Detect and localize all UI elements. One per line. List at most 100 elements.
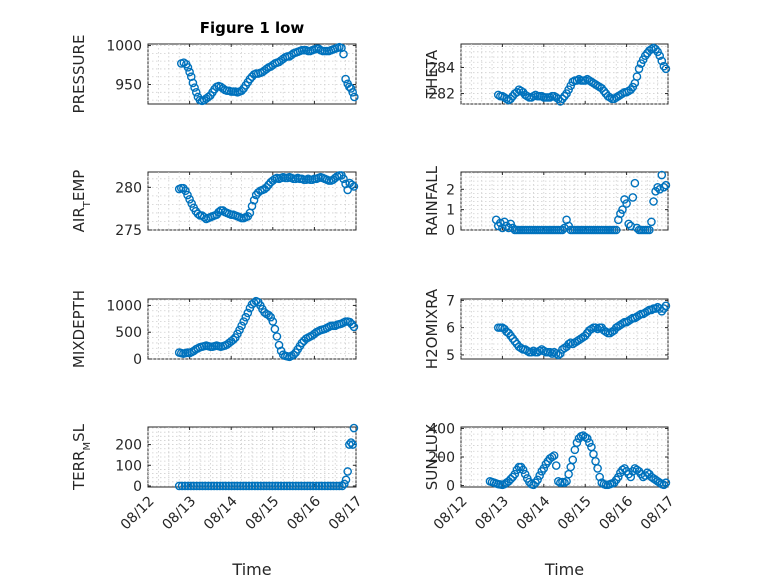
- data-point: [539, 464, 549, 473]
- data-point: [614, 472, 623, 482]
- data-point: [582, 434, 592, 443]
- data-point: [241, 312, 251, 322]
- y-tick-label: 1000: [106, 39, 142, 55]
- data-point: [199, 212, 209, 222]
- data-series: [493, 301, 671, 360]
- data-point: [266, 312, 276, 322]
- y-tick-label: 400: [428, 421, 455, 437]
- y-axis-label-main: PRESSURE: [70, 35, 88, 114]
- data-point: [215, 481, 225, 491]
- data-point: [645, 225, 654, 235]
- data-point: [601, 327, 611, 337]
- data-point: [518, 465, 528, 475]
- y-axis-label-main: AIR: [70, 207, 88, 232]
- data-point: [270, 324, 280, 334]
- y-tick-label: 2: [446, 182, 455, 198]
- data-point: [237, 321, 246, 331]
- data-point: [343, 467, 352, 476]
- data-point: [291, 481, 300, 491]
- data-point: [661, 301, 671, 311]
- data-point: [233, 481, 242, 491]
- y-axis-label: AIRTEMP: [70, 170, 93, 233]
- data-point: [236, 481, 245, 491]
- y-axis-label-subscript: F: [435, 452, 446, 458]
- data-point: [506, 474, 515, 484]
- data-point: [185, 194, 194, 204]
- data-point: [345, 317, 355, 327]
- data-point: [320, 481, 330, 491]
- data-point: [348, 440, 357, 449]
- data-point: [183, 190, 192, 200]
- y-tick-label: 6: [446, 321, 455, 337]
- data-point: [300, 481, 309, 491]
- data-point: [345, 440, 354, 449]
- data-point: [259, 481, 268, 491]
- y-axis-label-main: THETA: [423, 49, 441, 99]
- data-point: [183, 63, 193, 72]
- data-point: [279, 481, 289, 491]
- data-point: [655, 478, 665, 488]
- data-point: [651, 44, 660, 54]
- data-series: [493, 43, 671, 106]
- data-point: [591, 323, 600, 332]
- data-point: [262, 64, 271, 74]
- data-point: [551, 349, 561, 358]
- data-point: [201, 481, 210, 491]
- data-point: [183, 481, 193, 491]
- data-point: [174, 481, 184, 491]
- data-point: [593, 464, 602, 473]
- data-point: [564, 339, 573, 349]
- data-point: [285, 481, 295, 491]
- subplot-rainfall: 0 1 2 RAINFALL: [423, 165, 671, 239]
- data-point: [350, 92, 359, 102]
- data-point: [177, 481, 187, 491]
- data-point: [653, 182, 662, 192]
- data-point: [264, 310, 273, 320]
- y-axis-label: THETA: [423, 49, 441, 99]
- data-point: [587, 324, 596, 334]
- y-axis-label-subscript: T: [82, 200, 93, 208]
- y-axis-label: SUNFLUX: [423, 424, 446, 490]
- data-point: [214, 207, 224, 217]
- data-point: [204, 481, 213, 491]
- y-tick-label: 200: [115, 438, 142, 454]
- data-point: [640, 51, 650, 61]
- data-point: [657, 170, 667, 180]
- y-tick-label: 282: [428, 87, 455, 103]
- data-point: [209, 481, 219, 491]
- data-point: [611, 225, 621, 235]
- data-point: [273, 481, 283, 491]
- data-point: [192, 481, 201, 491]
- data-point: [332, 481, 341, 491]
- data-point: [616, 209, 625, 219]
- data-point: [297, 481, 306, 491]
- y-tick-label: 0: [133, 479, 142, 495]
- data-point: [545, 347, 555, 357]
- data-point: [661, 180, 671, 190]
- data-point: [212, 481, 222, 491]
- data-point: [626, 85, 636, 94]
- data-point: [572, 438, 582, 448]
- data-point: [620, 195, 629, 204]
- data-point: [239, 317, 248, 326]
- data-point: [256, 481, 266, 491]
- data-point: [272, 332, 282, 341]
- data-point: [228, 335, 238, 345]
- y-tick-label: 284: [428, 60, 455, 76]
- y-axis-label: TERRMSL: [70, 423, 93, 491]
- data-point: [529, 480, 538, 490]
- data-point: [624, 219, 633, 229]
- data-point: [265, 481, 274, 491]
- data-point: [533, 475, 542, 485]
- data-point: [655, 51, 665, 61]
- data-point: [198, 481, 207, 491]
- data-point: [317, 481, 327, 491]
- x-axis-label: Time: [231, 560, 271, 579]
- data-point: [649, 197, 658, 206]
- data-point: [230, 481, 239, 491]
- data-point: [539, 346, 549, 356]
- data-point: [276, 481, 286, 491]
